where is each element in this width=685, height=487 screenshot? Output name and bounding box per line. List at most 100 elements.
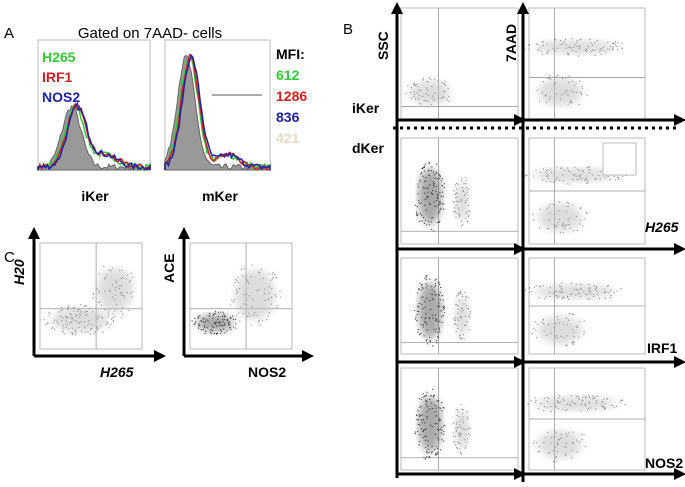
event-dot xyxy=(455,330,457,333)
event-dot xyxy=(555,406,557,408)
event-dot xyxy=(600,48,602,50)
event-dot xyxy=(443,203,445,205)
event-dot xyxy=(570,100,572,102)
event-dot xyxy=(580,38,582,40)
event-dot xyxy=(555,294,557,297)
event-dot xyxy=(424,277,426,279)
event-dot xyxy=(220,324,222,327)
event-dot xyxy=(418,95,420,97)
event-dot xyxy=(63,324,65,327)
event-dot xyxy=(439,177,441,180)
panel-label: A xyxy=(4,25,14,42)
event-dot xyxy=(433,411,435,413)
event-dot xyxy=(423,395,426,397)
event-dot xyxy=(457,426,459,428)
event-dot xyxy=(540,50,542,52)
event-dot xyxy=(228,321,230,323)
event-dot xyxy=(414,433,416,435)
event-dot xyxy=(455,212,457,214)
event-dot xyxy=(428,161,430,164)
event-dot xyxy=(466,437,469,439)
event-dot xyxy=(579,223,581,225)
event-dot xyxy=(425,93,427,95)
event-dot xyxy=(245,299,247,301)
event-dot xyxy=(538,285,541,287)
event-dot xyxy=(582,396,584,398)
event-dot xyxy=(585,178,587,180)
event-dot xyxy=(277,304,279,306)
event-dot xyxy=(441,81,443,83)
event-dot xyxy=(547,77,549,79)
event-dot xyxy=(586,167,588,169)
event-dot xyxy=(557,407,560,409)
event-dot xyxy=(570,90,572,92)
event-dot xyxy=(540,171,542,173)
event-dot xyxy=(438,327,440,329)
event-dot xyxy=(440,180,443,182)
event-dot xyxy=(433,290,435,293)
event-dot xyxy=(73,310,75,312)
event-dot xyxy=(435,205,437,208)
event-dot xyxy=(561,224,563,226)
event-dot xyxy=(575,439,578,441)
event-dot xyxy=(604,407,606,410)
event-dot xyxy=(443,187,445,189)
event-dot xyxy=(454,207,456,209)
event-dot xyxy=(462,421,465,423)
event-dot xyxy=(548,452,550,454)
event-dot xyxy=(550,442,552,444)
event-dot xyxy=(622,175,624,177)
event-dot xyxy=(579,46,581,48)
event-dot xyxy=(597,395,599,397)
event-dot xyxy=(587,45,590,48)
event-dot xyxy=(558,201,561,203)
event-dot xyxy=(465,212,467,214)
event-dot xyxy=(407,84,409,87)
event-dot xyxy=(565,91,567,93)
event-dot xyxy=(549,405,552,408)
event-dot xyxy=(607,285,609,287)
event-dot xyxy=(113,315,116,318)
event-dot xyxy=(443,430,445,433)
event-dot xyxy=(432,293,434,295)
event-dot xyxy=(570,171,572,174)
event-dot xyxy=(129,280,131,282)
event-dot xyxy=(467,188,469,191)
event-dot xyxy=(435,410,437,413)
event-dot xyxy=(243,303,245,305)
event-dot xyxy=(580,92,582,94)
event-dot xyxy=(577,289,579,291)
event-dot xyxy=(557,397,559,399)
event-dot xyxy=(448,100,450,102)
event-dot xyxy=(417,430,419,432)
event-dot xyxy=(405,93,407,95)
event-dot xyxy=(70,317,73,319)
event-dot xyxy=(463,182,465,185)
event-dot xyxy=(580,94,582,96)
event-dot xyxy=(419,441,421,443)
event-dot xyxy=(426,417,428,419)
event-dot xyxy=(583,320,585,322)
event-dot xyxy=(440,449,442,451)
event-dot xyxy=(562,93,565,95)
event-dot xyxy=(418,288,420,290)
density xyxy=(418,168,442,225)
event-dot xyxy=(422,429,425,432)
event-dot xyxy=(572,174,574,176)
event-dot xyxy=(201,320,203,323)
event-dot xyxy=(458,216,461,218)
event-dot xyxy=(561,288,563,291)
event-dot xyxy=(71,332,74,334)
event-dot xyxy=(568,313,570,315)
event-dot xyxy=(459,317,461,319)
event-dot xyxy=(596,40,598,42)
event-dot xyxy=(429,398,431,401)
event-dot xyxy=(557,221,559,224)
event-dot xyxy=(426,187,428,189)
event-dot xyxy=(416,206,418,208)
event-dot xyxy=(70,321,73,323)
event-dot xyxy=(621,42,623,44)
event-dot xyxy=(263,288,266,290)
event-dot xyxy=(599,51,601,53)
event-dot xyxy=(246,293,248,295)
